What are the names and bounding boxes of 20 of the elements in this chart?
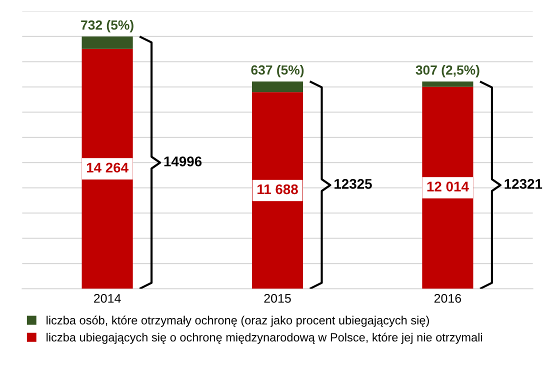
total-label: 12321 — [504, 179, 542, 189]
bar — [422, 82, 474, 87]
x-tick-label: 2016 — [434, 294, 462, 303]
bar — [252, 81, 304, 92]
data-label: 307 (2,5%) — [416, 65, 480, 78]
legend-label: liczba osób, które otrzymały ochronę (oraz jako procent ubiegających się) — [46, 316, 429, 327]
total-label: 12325 — [334, 179, 372, 189]
data-label: 12 014 — [427, 182, 469, 192]
data-label: 732 (5%) — [81, 20, 134, 32]
data-label: 11 688 — [258, 184, 298, 194]
x-tick-label: 2014 — [94, 294, 121, 303]
data-label: 637 (5%) — [251, 64, 304, 78]
total-label: 14996 — [164, 156, 202, 166]
data-label: 14 264 — [86, 162, 128, 173]
bar — [252, 92, 304, 289]
bar — [82, 48, 133, 289]
bar — [82, 36, 133, 49]
legend-label: liczba ubiegających się o ochronę międzynarodową w Polsce, które jej nie otrzymali — [46, 332, 482, 344]
x-tick-label: 2015 — [264, 294, 291, 303]
bar — [422, 86, 474, 289]
